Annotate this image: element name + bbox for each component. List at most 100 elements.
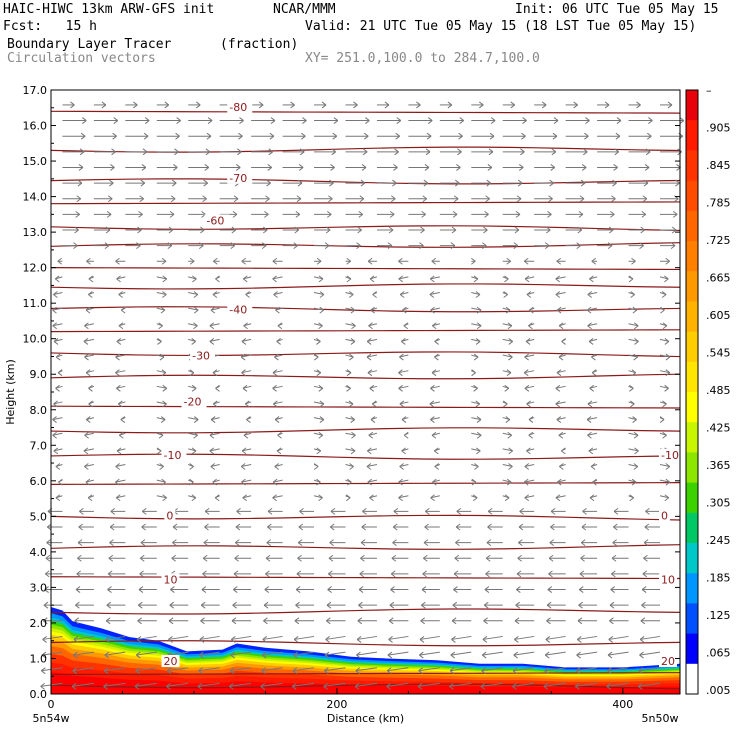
vector-head (640, 617, 646, 625)
vector-shaft (209, 323, 220, 327)
vector-head (679, 117, 685, 124)
vector-head (585, 117, 590, 124)
vector-shaft (471, 292, 481, 296)
vector-head (105, 617, 111, 625)
vector-head (450, 651, 456, 659)
vector-shaft (197, 682, 220, 687)
vector-head (55, 463, 61, 470)
tracer-band (51, 672, 680, 694)
vector-head (84, 463, 89, 470)
vector-head (587, 400, 593, 408)
vector-shaft (115, 370, 126, 374)
vector-head (607, 667, 612, 675)
vector-shaft (526, 448, 535, 452)
vector-shaft (502, 448, 513, 452)
vector-shaft (430, 495, 440, 499)
vector-shaft (115, 479, 126, 483)
vector-head (523, 369, 529, 377)
vector-head (431, 257, 437, 265)
vector-head (392, 523, 398, 531)
vector-head (107, 570, 113, 578)
vector-head (85, 306, 91, 314)
isotherm-label-bg (227, 171, 253, 184)
vector-shaft (313, 495, 323, 499)
vector-head (198, 667, 203, 675)
vector-head (518, 523, 524, 531)
isotherm-line (50, 608, 681, 615)
vector-head (241, 338, 247, 345)
vector-head (291, 682, 297, 690)
vector-head (369, 494, 374, 502)
vector-head (513, 651, 519, 659)
vector-shaft (659, 463, 670, 467)
vector-shaft (260, 682, 283, 687)
vector-head (295, 586, 301, 593)
vector-shaft (86, 370, 95, 374)
vector-head (670, 242, 676, 250)
vector-shaft (575, 682, 598, 687)
vector-head (392, 179, 397, 187)
vector-shaft (313, 385, 323, 389)
vector-head (298, 164, 304, 171)
vector-head (581, 164, 587, 171)
vector-head (85, 478, 91, 486)
vector-shaft (188, 448, 197, 452)
vector-head (156, 447, 162, 455)
tracer-field (51, 606, 680, 694)
vector-head (137, 617, 142, 625)
vector-head (77, 554, 82, 562)
colorbar-swatch (686, 180, 698, 212)
vector-head (350, 416, 356, 423)
vector-head (672, 210, 678, 218)
vector-head (389, 210, 395, 218)
vector-head (242, 494, 248, 502)
vector-head (137, 601, 143, 609)
vector-head (633, 353, 638, 361)
vector-head (200, 226, 205, 234)
vector-shaft (387, 651, 409, 656)
vector-head (631, 369, 637, 377)
vector-head (634, 338, 639, 345)
vector-head (134, 682, 140, 690)
vector-shaft (357, 635, 378, 640)
vector-shaft (606, 682, 629, 687)
isotherm-line (50, 453, 681, 460)
vector-shaft (628, 432, 639, 436)
vector-head (580, 554, 585, 562)
vector-head (85, 369, 91, 377)
vector-shaft (209, 338, 220, 342)
colorbar-swatch (686, 573, 698, 604)
vector-shaft (544, 667, 566, 672)
vector-head (318, 431, 324, 439)
vector-head (88, 384, 93, 392)
vector-shaft (638, 682, 661, 687)
vector-head (611, 570, 616, 578)
vector-head (431, 322, 437, 330)
vector-head (555, 384, 561, 392)
isotherm-line (50, 351, 681, 358)
vector-head (671, 226, 677, 234)
vector-head (83, 447, 89, 455)
vector-shaft (607, 651, 629, 656)
vector-head (390, 570, 396, 578)
vector-shaft (524, 463, 535, 467)
vector-shaft (512, 667, 535, 672)
y-tick-label: 1.0 (30, 652, 48, 665)
vector-head (483, 226, 488, 234)
vector-shaft (294, 635, 315, 640)
vector-head (166, 682, 171, 690)
vector-shaft (41, 651, 63, 656)
vector-head (76, 570, 82, 578)
vector-head (545, 636, 551, 643)
vector-head (604, 101, 610, 109)
vector-head (665, 463, 671, 470)
vector-head (138, 210, 143, 218)
vector-head (523, 478, 529, 486)
vector-shaft (502, 463, 513, 467)
vector-head (636, 101, 641, 109)
vector-shaft (659, 354, 670, 358)
vector-head (471, 478, 477, 486)
vector-head (678, 132, 684, 140)
colorbar-label: .845 (706, 159, 731, 172)
